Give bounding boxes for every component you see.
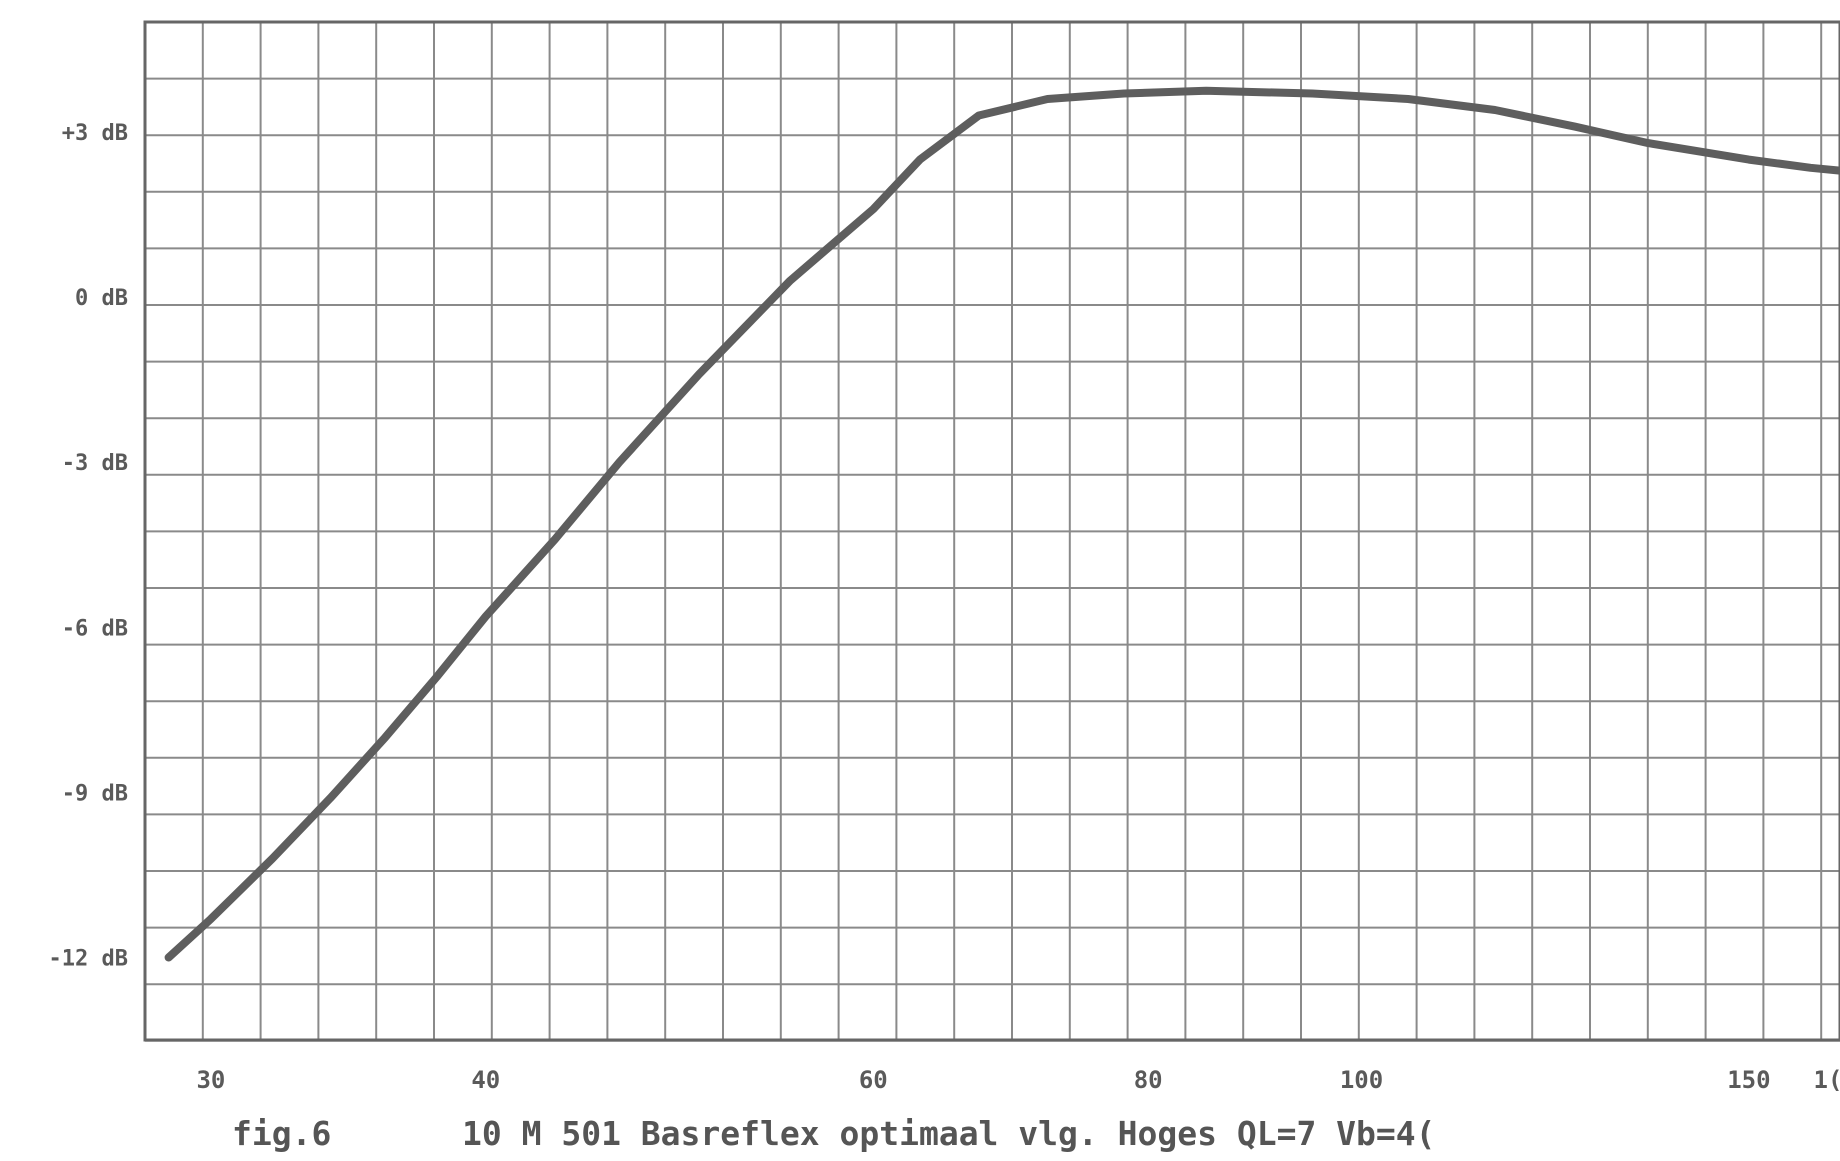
- x-tick-label: 40: [471, 1066, 500, 1094]
- x-axis-tick-labels: 30 40 60 80 100 150 1(: [196, 1066, 1840, 1094]
- response-curve: [164, 86, 1840, 962]
- y-tick-label: 0 dB: [75, 286, 128, 311]
- y-tick-label: -3 dB: [62, 451, 128, 476]
- y-tick-label: -9 dB: [62, 781, 128, 806]
- plot-grid: [144, 21, 1840, 1042]
- x-tick-label: 60: [859, 1066, 888, 1094]
- figure-caption: 10 M 501 Basreflex optimaal vlg. Hoges Q…: [462, 1114, 1436, 1153]
- x-tick-label: 30: [196, 1066, 225, 1094]
- y-tick-label: -6 dB: [62, 616, 128, 641]
- figure-label: fig.6: [232, 1114, 331, 1153]
- x-tick-label: 1(: [1814, 1066, 1840, 1094]
- x-tick-label: 150: [1727, 1066, 1770, 1094]
- x-tick-label: 80: [1134, 1066, 1163, 1094]
- plot-frame: [143, 20, 1840, 1042]
- x-tick-label: 100: [1340, 1066, 1383, 1094]
- y-axis-tick-labels: +3 dB 0 dB -3 dB -6 dB -9 dB -12 dB: [49, 121, 128, 971]
- y-tick-label: -12 dB: [49, 947, 128, 972]
- y-tick-label: +3 dB: [62, 121, 128, 146]
